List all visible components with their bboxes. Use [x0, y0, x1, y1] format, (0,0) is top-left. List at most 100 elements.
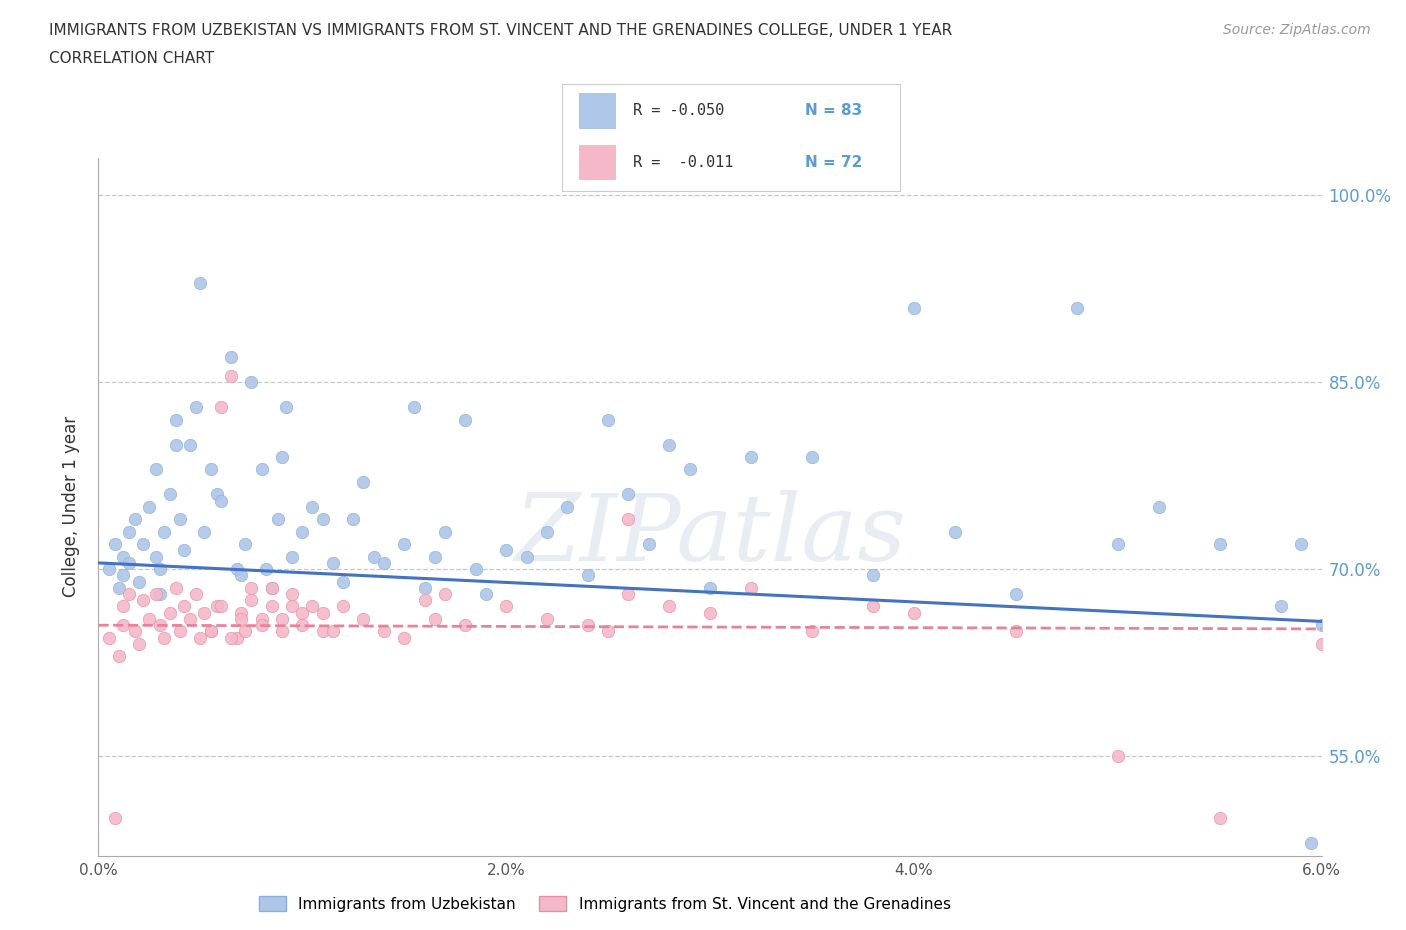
Point: [291, 618, 314, 632]
Point: [270, 449, 292, 464]
Point: [1066, 300, 1088, 315]
Point: [332, 574, 354, 589]
Point: [104, 811, 127, 826]
Point: [322, 624, 344, 639]
Point: [128, 574, 150, 589]
Point: [200, 462, 222, 477]
Point: [740, 580, 762, 595]
Point: [301, 599, 323, 614]
Point: [699, 580, 721, 595]
Point: [233, 537, 256, 551]
Point: [596, 624, 619, 639]
Point: [943, 525, 966, 539]
Point: [229, 605, 253, 620]
Point: [454, 618, 477, 632]
Point: [152, 631, 174, 645]
Point: [576, 568, 599, 583]
Point: [658, 437, 681, 452]
Point: [433, 525, 456, 539]
Point: [193, 525, 215, 539]
Point: [1107, 537, 1129, 551]
Point: [219, 368, 242, 383]
Point: [111, 550, 134, 565]
Point: [152, 525, 174, 539]
Point: [270, 612, 292, 627]
Point: [281, 550, 304, 565]
Point: [138, 612, 160, 627]
Point: [637, 537, 661, 551]
Point: [903, 300, 925, 315]
Text: N = 72: N = 72: [806, 154, 863, 170]
Point: [111, 568, 134, 583]
Point: [145, 462, 167, 477]
Point: [291, 605, 314, 620]
Point: [617, 587, 640, 602]
Point: [392, 631, 416, 645]
Point: [188, 631, 212, 645]
Point: [111, 599, 134, 614]
Point: [186, 587, 208, 602]
Point: [267, 512, 290, 526]
Point: [118, 525, 141, 539]
Point: [260, 580, 283, 595]
Point: [219, 631, 242, 645]
Point: [132, 592, 155, 607]
Point: [200, 624, 222, 639]
Point: [617, 512, 640, 526]
Point: [281, 587, 304, 602]
Point: [515, 550, 537, 565]
Point: [352, 474, 374, 489]
Point: [193, 605, 215, 620]
Point: [229, 568, 253, 583]
Point: [118, 555, 141, 570]
Point: [373, 624, 395, 639]
Point: [454, 412, 477, 427]
Point: [274, 400, 297, 415]
Point: [173, 543, 195, 558]
Point: [260, 599, 283, 614]
Point: [179, 437, 201, 452]
Text: CORRELATION CHART: CORRELATION CHART: [49, 51, 214, 66]
Legend: Immigrants from Uzbekistan, Immigrants from St. Vincent and the Grenadines: Immigrants from Uzbekistan, Immigrants f…: [253, 889, 956, 918]
Point: [373, 555, 395, 570]
Point: [145, 550, 167, 565]
Point: [555, 499, 579, 514]
Point: [342, 512, 364, 526]
Point: [1208, 811, 1230, 826]
Point: [111, 618, 134, 632]
Point: [678, 462, 700, 477]
Point: [1301, 836, 1323, 851]
Point: [128, 636, 150, 651]
Point: [240, 375, 263, 390]
Point: [423, 612, 446, 627]
Point: [118, 587, 141, 602]
Point: [104, 537, 127, 551]
Point: [291, 525, 314, 539]
Point: [250, 612, 273, 627]
Point: [240, 592, 263, 607]
Point: [165, 412, 187, 427]
Point: [862, 568, 884, 583]
Point: [363, 550, 385, 565]
Point: [240, 580, 263, 595]
Text: N = 83: N = 83: [806, 103, 863, 118]
Point: [188, 275, 212, 290]
Point: [1147, 499, 1170, 514]
Text: R =  -0.011: R = -0.011: [633, 154, 734, 170]
Point: [536, 612, 558, 627]
Point: [658, 599, 681, 614]
Text: Source: ZipAtlas.com: Source: ZipAtlas.com: [1223, 23, 1371, 37]
Point: [1310, 618, 1333, 632]
Point: [209, 599, 232, 614]
Point: [254, 562, 277, 577]
Point: [392, 537, 416, 551]
Point: [699, 605, 721, 620]
Point: [250, 618, 273, 632]
Point: [260, 580, 283, 595]
Point: [413, 580, 436, 595]
Point: [169, 624, 191, 639]
Point: [536, 525, 558, 539]
Point: [270, 624, 292, 639]
Point: [108, 580, 131, 595]
Point: [423, 550, 446, 565]
